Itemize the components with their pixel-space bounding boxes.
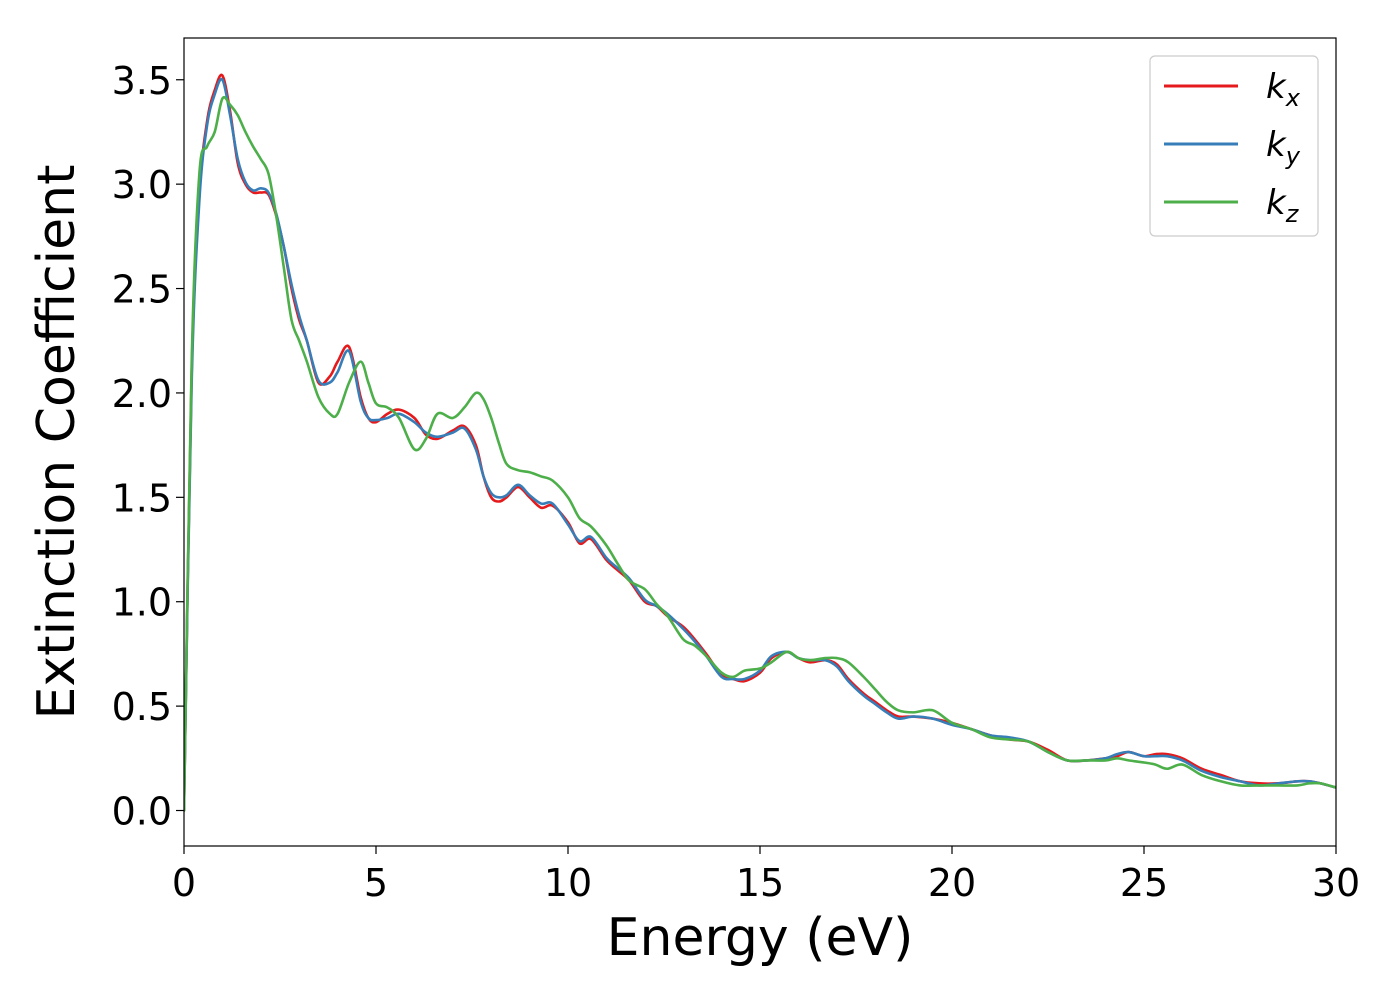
x-tick-label: 25 xyxy=(1120,861,1168,905)
x-tick-label: 20 xyxy=(928,861,976,905)
legend-label-base: k xyxy=(1266,183,1287,223)
legend-box xyxy=(1149,55,1319,237)
legend-label-z: kz xyxy=(1266,183,1300,228)
x-tick-label: 10 xyxy=(544,861,592,905)
legend-label-base: k xyxy=(1266,125,1287,165)
y-axis: 0.0 0.5 1.0 1.5 2.0 2.5 3.0 3.5 xyxy=(112,59,184,834)
y-tick-label: 2.5 xyxy=(112,268,172,312)
legend-label-subscript: x xyxy=(1285,84,1301,112)
x-tick-label: 30 xyxy=(1312,861,1360,905)
x-tick-label: 5 xyxy=(364,861,388,905)
x-tick-label: 15 xyxy=(736,861,784,905)
y-tick-label: 1.0 xyxy=(112,581,172,625)
x-axis: 0 5 10 15 20 25 30 xyxy=(172,846,1360,905)
x-axis-title: Energy (eV) xyxy=(607,908,914,968)
legend-label-base: k xyxy=(1266,67,1287,107)
y-tick-label: 0.5 xyxy=(112,685,172,729)
y-tick-label: 3.0 xyxy=(112,163,172,207)
y-tick-label: 1.5 xyxy=(112,476,172,520)
legend-label-y: ky xyxy=(1266,125,1301,170)
x-tick-label: 0 xyxy=(172,861,196,905)
series-group xyxy=(184,73,1336,812)
series-line-z xyxy=(184,95,1336,812)
y-tick-label: 2.0 xyxy=(112,372,172,416)
legend-label-subscript: y xyxy=(1285,142,1301,170)
y-tick-label: 3.5 xyxy=(112,59,172,103)
legend-label-subscript: z xyxy=(1285,200,1300,228)
y-tick-label: 0.0 xyxy=(112,790,172,834)
legend-label-x: kx xyxy=(1266,67,1301,112)
y-axis-title: Extinction Coefficient xyxy=(27,165,87,720)
